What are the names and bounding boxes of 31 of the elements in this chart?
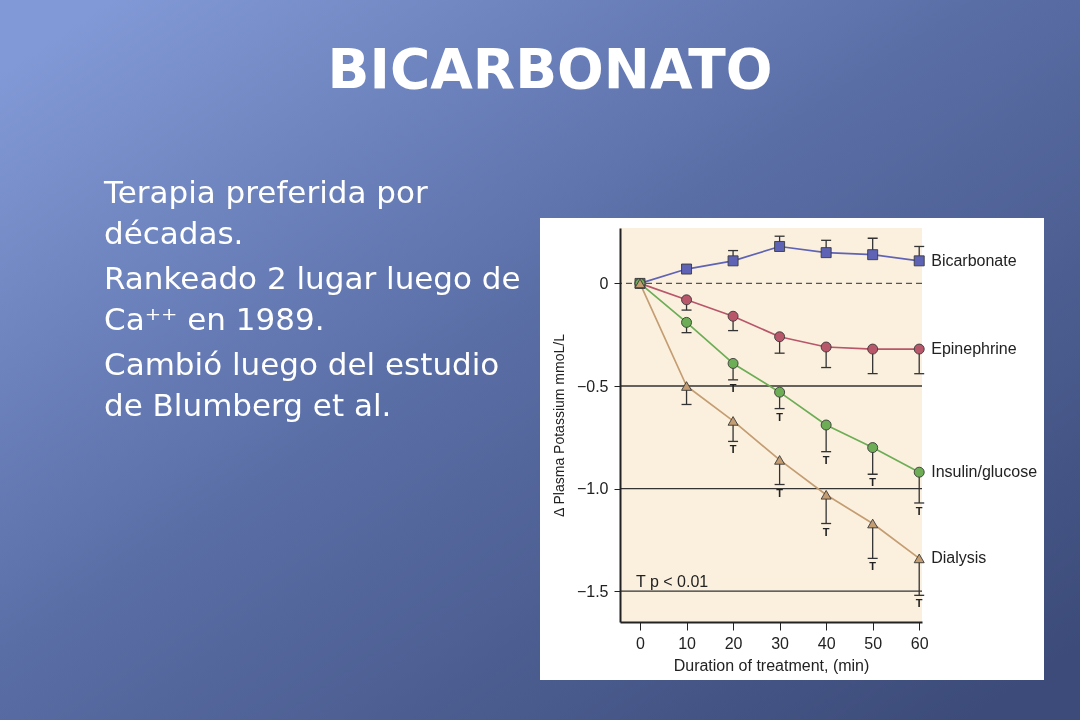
x-tick-label: 50: [864, 634, 883, 652]
series-label: Insulin/glucose: [931, 463, 1038, 481]
annotation: T: [915, 504, 923, 517]
y-tick-label: −0.5: [576, 377, 609, 395]
text: Terapia preferida por décadas.: [103, 174, 428, 251]
x-tick-label: 10: [678, 634, 697, 652]
annotation: T: [776, 486, 784, 499]
annotation: T p < 0.01: [636, 573, 709, 590]
chart-title: BICARBONATO: [327, 37, 773, 101]
x-tick-label: 0: [636, 634, 646, 652]
annotation: T: [822, 453, 830, 466]
y-tick-label: −1.5: [576, 582, 609, 600]
annotation: T: [729, 443, 737, 456]
annotation: T: [869, 476, 877, 489]
annotation: T: [915, 597, 923, 610]
series-label: Dialysis: [931, 549, 987, 567]
y-axis-title: Δ Plasma Potassium mmoL/L: [550, 333, 567, 517]
annotation: T: [776, 410, 784, 423]
y-tick-label: −1.0: [576, 480, 609, 498]
y-tick-label: 0: [599, 274, 609, 292]
annotation: T: [869, 560, 877, 573]
x-axis-title: Duration of treatment, (min): [673, 656, 870, 674]
x-tick-label: 60: [910, 634, 929, 652]
x-tick-label: 20: [724, 634, 743, 652]
x-tick-label: 30: [771, 634, 790, 652]
series-label: Bicarbonate: [931, 251, 1017, 269]
text: Cambió luego del estudio de Blumberg et al.: [104, 346, 500, 423]
x-tick-label: 40: [817, 634, 836, 652]
series-label: Epinephrine: [931, 340, 1017, 358]
text: Rankeado 2 lugar luego de Ca⁺⁺ en 1989.: [104, 260, 521, 337]
annotation: T: [822, 525, 830, 538]
